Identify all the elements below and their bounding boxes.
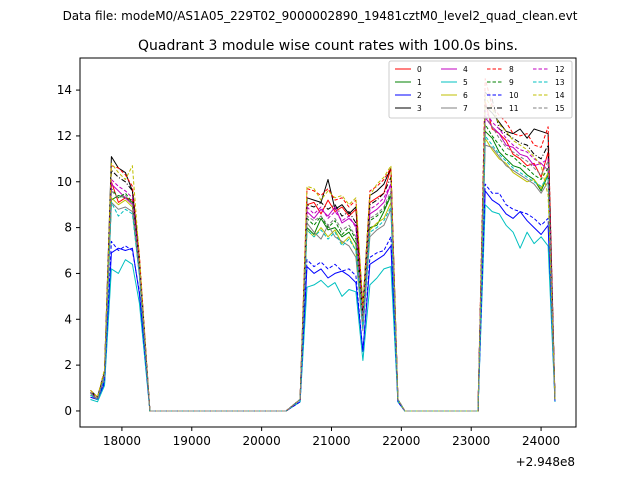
legend-frame [388,60,573,119]
x-tick-label: 21000 [312,434,350,448]
chart-title: Quadrant 3 module wise count rates with … [138,38,518,54]
legend-label-11: 11 [509,104,519,113]
x-tick-label: 24000 [522,434,560,448]
legend-label-6: 6 [463,91,468,100]
legend-label-12: 12 [555,65,565,74]
legend-label-14: 14 [555,91,565,100]
series-group [90,78,556,412]
x-offset-label: +2.948e8 [516,455,575,469]
legend-label-9: 9 [509,78,514,87]
figure-suptitle: Data file: modeM0/AS1A05_229T02_90000028… [63,9,578,23]
y-tick-label: 8 [64,221,72,235]
y-tick-label: 6 [64,266,72,280]
plot-area [80,58,576,427]
y-tick-label: 0 [64,404,72,418]
x-tick-label: 19000 [173,434,211,448]
x-tick-label: 23000 [452,434,490,448]
series-line-10 [90,183,556,412]
series-line-15 [90,114,556,412]
legend-label-13: 13 [555,78,565,87]
legend-label-10: 10 [509,91,519,100]
legend-label-0: 0 [417,65,422,74]
tick-group: 18000 19000 20000 21000 22000 23000 24000 0 2 4 6 8… [57,83,560,448]
series-line-13 [90,135,556,412]
axes-frame [79,57,577,428]
legend-label-7: 7 [463,104,468,113]
axes: 18000 19000 20000 21000 22000 23000 24000 0 2 4 6 8… [57,57,577,469]
series-line-2 [90,190,556,412]
y-tick-label: 10 [57,175,72,189]
legend-label-5: 5 [463,78,468,87]
series-line-5 [90,204,556,412]
legend-label-3: 3 [417,104,422,113]
y-tick-label: 12 [57,129,72,143]
legend-label-2: 2 [417,91,422,100]
series-line-14 [90,96,556,412]
x-tick-label: 20000 [243,434,281,448]
x-tick-label: 22000 [382,434,420,448]
y-tick-label: 4 [64,312,72,326]
y-tick-label: 2 [64,358,72,372]
legend-label-15: 15 [555,104,565,113]
legend-label-4: 4 [463,65,468,74]
legend-label-1: 1 [417,78,422,87]
x-tick-label: 18000 [103,434,141,448]
series-line-8 [90,78,556,412]
legend-label-8: 8 [509,65,514,74]
y-tick-label: 14 [57,83,72,97]
